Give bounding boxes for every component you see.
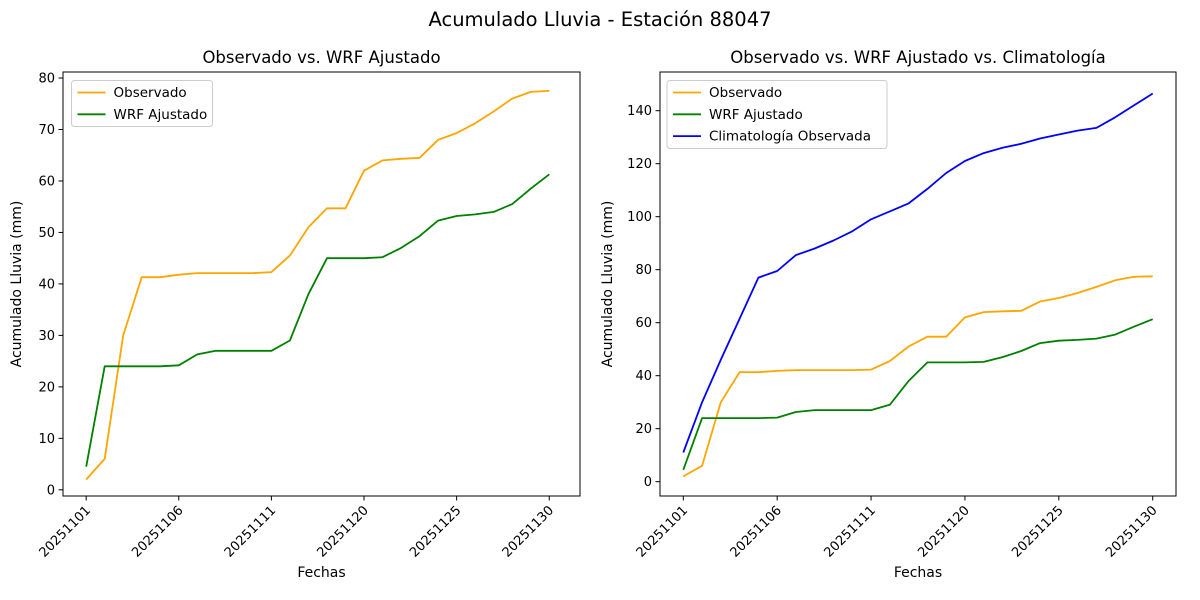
y-axis-label: Acumulado Lluvia (mm) <box>9 201 25 368</box>
legend-label: Observado <box>114 85 187 101</box>
legend-label: WRF Ajustado <box>114 107 208 123</box>
y-tick-label: 70 <box>38 123 55 138</box>
series-line-wrf-ajustado <box>85 173 550 467</box>
figure-title: Acumulado Lluvia - Estación 88047 <box>428 8 772 31</box>
x-tick-label: 20251120 <box>915 503 972 560</box>
x-tick-label: 20251101 <box>634 503 691 560</box>
x-tick-label: 20251101 <box>37 503 94 560</box>
x-tick-label: 20251120 <box>314 503 371 560</box>
y-tick-label: 30 <box>38 329 55 344</box>
y-tick-label: 80 <box>38 72 55 87</box>
y-tick-label: 120 <box>627 157 652 172</box>
y-tick-label: 0 <box>47 483 55 498</box>
x-tick-label: 20251106 <box>728 503 785 560</box>
y-tick-label: 40 <box>635 369 652 384</box>
legend-label: Observado <box>709 85 782 101</box>
chart-title: Observado vs. WRF Ajustado <box>202 48 440 67</box>
series-line-wrf-ajustado <box>682 318 1154 471</box>
y-tick-label: 20 <box>38 380 55 395</box>
y-tick-label: 140 <box>627 104 652 119</box>
x-tick-label: 20251106 <box>129 503 186 560</box>
legend-box <box>666 80 888 149</box>
x-axis-label: Fechas <box>894 565 942 581</box>
series-line-climatolog-a-observada <box>682 92 1154 453</box>
x-tick-label: 20251111 <box>222 503 279 560</box>
y-tick-label: 10 <box>38 432 55 447</box>
legend-label: Climatología Observada <box>709 129 871 145</box>
y-tick-label: 60 <box>635 316 652 331</box>
series-line-observado <box>682 275 1153 478</box>
y-axis-label: Acumulado Lluvia (mm) <box>600 201 616 368</box>
y-tick-label: 50 <box>38 226 55 241</box>
y-tick-label: 20 <box>635 422 652 437</box>
chart-title: Observado vs. WRF Ajustado vs. Climatolo… <box>730 48 1106 67</box>
x-tick-label: 20251130 <box>1103 503 1160 560</box>
y-tick-label: 40 <box>38 277 55 292</box>
x-tick-label: 20251125 <box>407 503 464 560</box>
axes-frame <box>659 71 1177 497</box>
axes-frame <box>62 71 581 497</box>
y-tick-label: 100 <box>627 210 652 225</box>
legend-label: WRF Ajustado <box>709 107 803 123</box>
y-tick-label: 80 <box>635 263 652 278</box>
x-axis-label: Fechas <box>297 565 345 581</box>
x-tick-label: 20251111 <box>821 503 878 560</box>
series-line-observado <box>85 90 550 481</box>
legend-box <box>71 80 213 127</box>
x-tick-label: 20251125 <box>1009 503 1066 560</box>
x-tick-label: 20251130 <box>500 503 557 560</box>
y-tick-label: 60 <box>38 174 55 189</box>
y-tick-label: 0 <box>644 475 652 490</box>
